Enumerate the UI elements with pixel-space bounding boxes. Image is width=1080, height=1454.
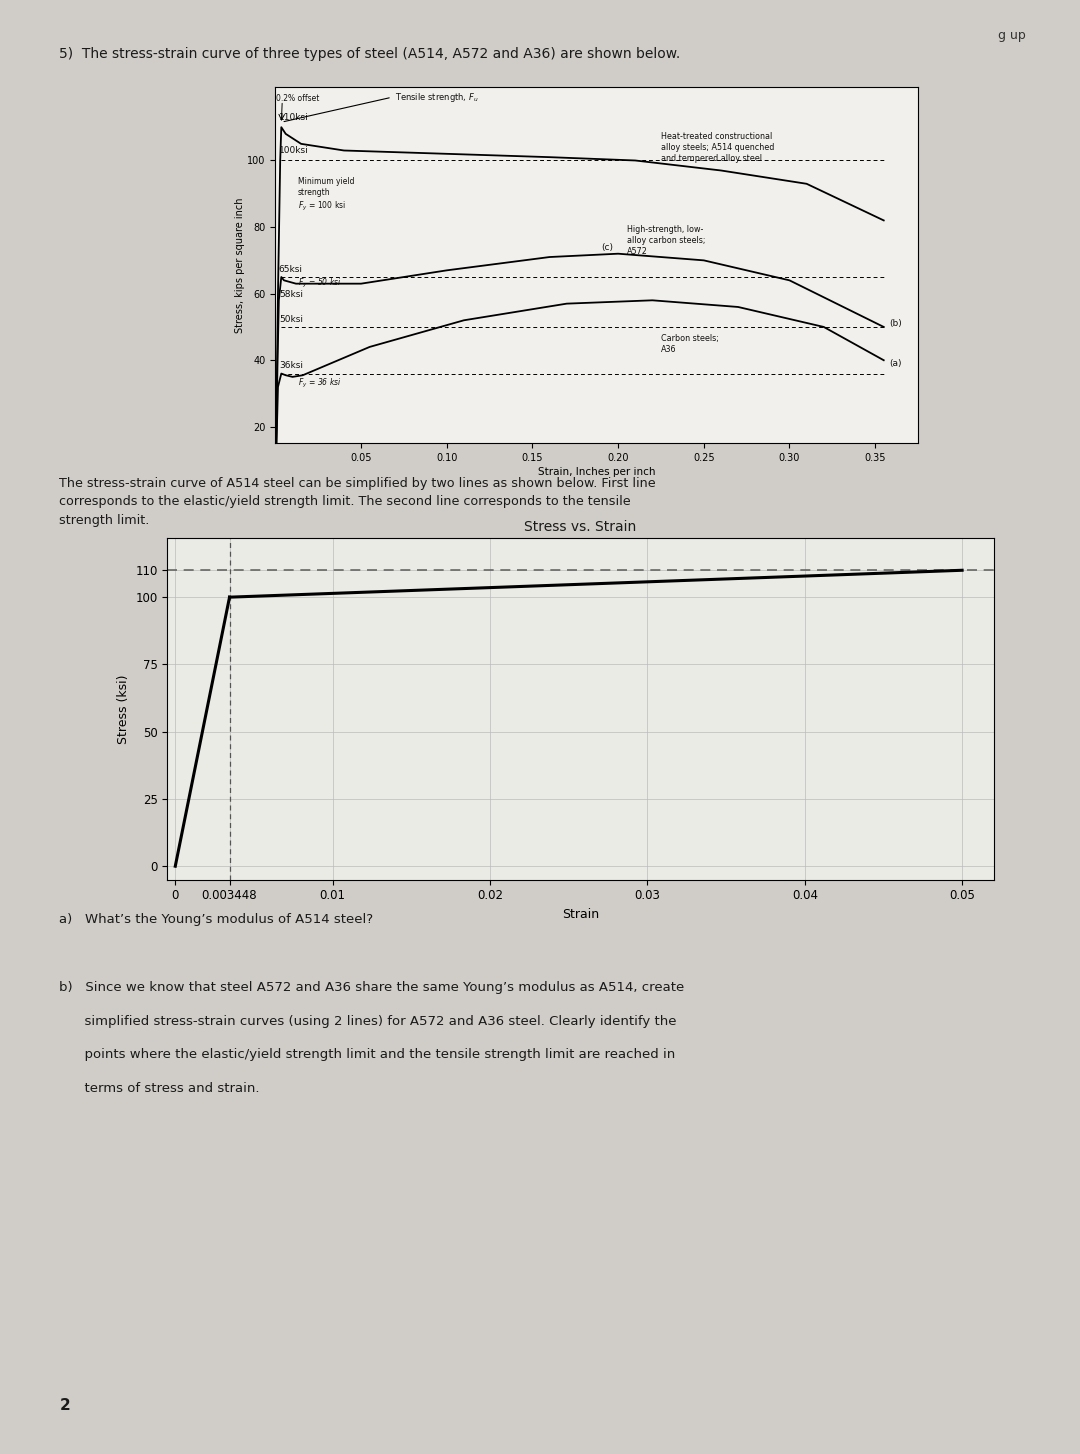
Text: b)   Since we know that steel A572 and A36 share the same Young’s modulus as A51: b) Since we know that steel A572 and A36… bbox=[59, 981, 685, 995]
Text: terms of stress and strain.: terms of stress and strain. bbox=[59, 1082, 260, 1095]
Text: (b): (b) bbox=[889, 318, 902, 329]
Text: points where the elastic/yield strength limit and the tensile strength limit are: points where the elastic/yield strength … bbox=[59, 1048, 676, 1061]
Text: 0.2% offset: 0.2% offset bbox=[276, 95, 320, 103]
Text: (c): (c) bbox=[600, 243, 613, 252]
Text: 36ksi: 36ksi bbox=[279, 361, 302, 371]
Text: 2: 2 bbox=[59, 1399, 70, 1413]
Text: Carbon steels;
A36: Carbon steels; A36 bbox=[661, 333, 719, 353]
Text: High-strength, low-
alloy carbon steels;
A572: High-strength, low- alloy carbon steels;… bbox=[626, 225, 705, 256]
Text: g up: g up bbox=[998, 29, 1026, 42]
X-axis label: Strain, Inches per inch: Strain, Inches per inch bbox=[538, 467, 656, 477]
Text: 58ksi: 58ksi bbox=[279, 289, 302, 298]
Text: 65ksi: 65ksi bbox=[279, 265, 302, 273]
Title: Stress vs. Strain: Stress vs. Strain bbox=[525, 521, 636, 534]
Text: $F_y$ = 36 ksi: $F_y$ = 36 ksi bbox=[298, 377, 341, 390]
Text: (a): (a) bbox=[889, 359, 902, 368]
Text: 110ksi: 110ksi bbox=[279, 113, 309, 122]
Y-axis label: Stress, kips per square inch: Stress, kips per square inch bbox=[234, 198, 244, 333]
Text: 5)  The stress-strain curve of three types of steel (A514, A572 and A36) are sho: 5) The stress-strain curve of three type… bbox=[59, 47, 680, 61]
Text: a)   What’s the Young’s modulus of A514 steel?: a) What’s the Young’s modulus of A514 st… bbox=[59, 913, 374, 926]
Text: The stress-strain curve of A514 steel can be simplified by two lines as shown be: The stress-strain curve of A514 steel ca… bbox=[59, 477, 656, 526]
Text: Tensile strength, $F_u$: Tensile strength, $F_u$ bbox=[395, 90, 478, 103]
Text: 50ksi: 50ksi bbox=[279, 314, 302, 324]
Text: Minimum yield
strength
$F_y$ = 100 ksi: Minimum yield strength $F_y$ = 100 ksi bbox=[298, 177, 354, 212]
X-axis label: Strain: Strain bbox=[562, 907, 599, 920]
Text: simplified stress-strain curves (using 2 lines) for A572 and A36 steel. Clearly : simplified stress-strain curves (using 2… bbox=[59, 1015, 677, 1028]
Text: Heat-treated constructional
alloy steels; A514 quenched
and tempered alloy steel: Heat-treated constructional alloy steels… bbox=[661, 131, 774, 163]
Y-axis label: Stress (ksi): Stress (ksi) bbox=[117, 675, 130, 743]
Text: $F_y$ = 50 ksi: $F_y$ = 50 ksi bbox=[298, 278, 341, 291]
Text: 100ksi: 100ksi bbox=[279, 147, 309, 156]
